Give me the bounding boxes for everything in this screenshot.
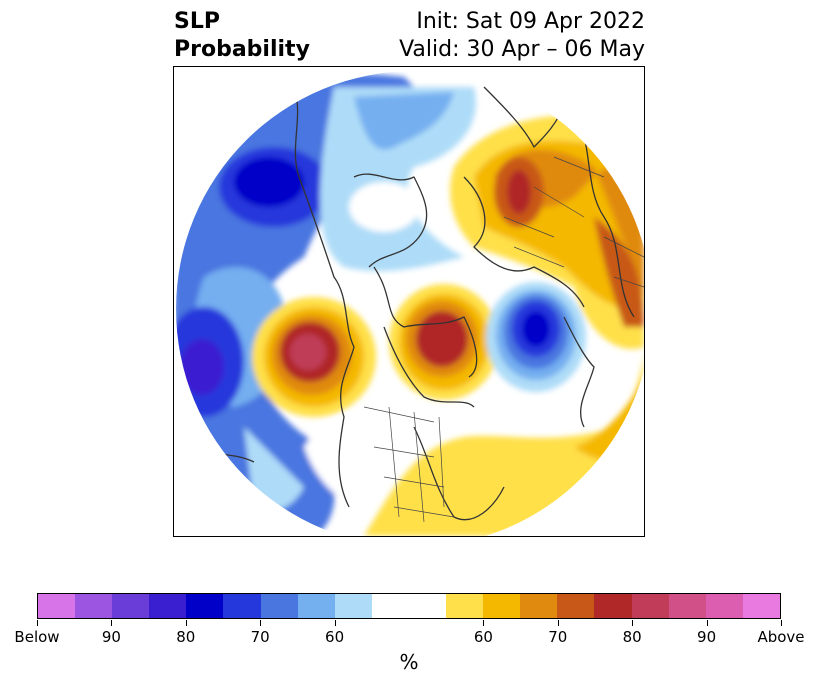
below-60-arctic: [354, 92, 454, 150]
init-date: Init: Sat 09 Apr 2022: [416, 9, 645, 34]
colorbar-tick-label: 70: [548, 628, 568, 646]
colorbar-tick-label: Below: [14, 628, 60, 646]
colorbar-segment: [75, 594, 113, 618]
colorbar-tick-label: 80: [176, 628, 196, 646]
colorbar-tick: [632, 620, 634, 626]
colorbar-segment: [594, 594, 632, 618]
colorbar-tick: [557, 620, 559, 626]
colorbar-segment: [631, 594, 669, 618]
colorbar-segment: [408, 594, 447, 618]
colorbar-tick: [37, 620, 38, 626]
below-90-atlantic: [522, 311, 550, 347]
colorbar-segment: [483, 594, 521, 618]
colorbar-segment: [223, 594, 261, 618]
colorbar-unit: %: [399, 650, 419, 674]
title-variable: SLP: [174, 9, 220, 34]
colorbar-tick: [334, 620, 336, 626]
title-left: SLP Probability: [174, 8, 310, 64]
colorbar-tick-label: 60: [325, 628, 345, 646]
colorbar-segment: [297, 594, 335, 618]
title-type: Probability: [174, 37, 310, 62]
above-90-pacific: [290, 334, 326, 370]
colorbar-tick: [260, 620, 262, 626]
colorbar-tick-label: 60: [473, 628, 493, 646]
valid-range: Valid: 30 Apr – 06 May: [399, 37, 645, 62]
colorbar-segment: [557, 594, 595, 618]
above-80-ural: [507, 170, 531, 214]
colorbar-tick: [483, 620, 485, 626]
colorbar-segment: [149, 594, 187, 618]
colorbar: [37, 593, 781, 619]
colorbar-segment: [260, 594, 298, 618]
coastlines: [193, 86, 635, 521]
neutral-arctic: [349, 182, 419, 232]
colorbar-tick: [706, 620, 708, 626]
colorbar-segment: [112, 594, 150, 618]
title-right: Init: Sat 09 Apr 2022 Valid: 30 Apr – 06…: [325, 8, 645, 64]
colorbar-segment: [668, 594, 706, 618]
colorbar-segment: [371, 594, 409, 618]
below-50-arctic: [320, 87, 476, 272]
map-panel: [173, 66, 645, 537]
colorbar-tick-label: 90: [101, 628, 121, 646]
above-80-greenland: [416, 311, 468, 367]
political-borders: [363, 156, 644, 523]
below-80-nw-pacific: [234, 157, 304, 207]
probability-map: [176, 71, 644, 536]
colorbar-segment: [38, 594, 76, 618]
above-70-east-eurasia: [594, 217, 644, 327]
colorbar-tick: [781, 620, 782, 626]
colorbar-segment: [334, 594, 372, 618]
colorbar-tick-label: 90: [697, 628, 717, 646]
colorbar-tick: [185, 620, 187, 626]
colorbar-segment: [446, 594, 484, 618]
colorbar-tick: [111, 620, 113, 626]
colorbar-segment: [705, 594, 743, 618]
colorbar-tick-label: 80: [622, 628, 642, 646]
neutral-western-us: [304, 416, 387, 507]
colorbar-tick-label: Above: [757, 628, 805, 646]
below-90-west-pacific: [180, 339, 224, 395]
colorbar-segment: [520, 594, 558, 618]
colorbar-segment: [186, 594, 224, 618]
colorbar-segment: [742, 594, 780, 618]
colorbar-tick-label: 70: [250, 628, 270, 646]
